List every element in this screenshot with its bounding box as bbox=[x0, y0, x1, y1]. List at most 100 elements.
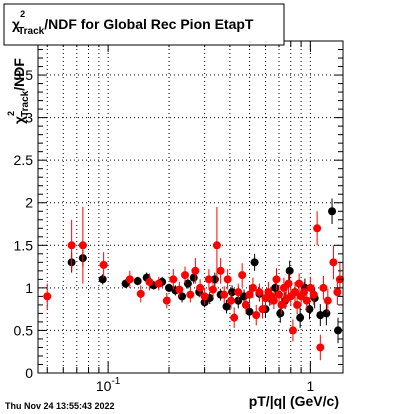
marker bbox=[165, 283, 174, 292]
data-point bbox=[136, 285, 145, 303]
marker bbox=[162, 296, 171, 305]
axis-ticks: 0 0.5 1 1.5 2 2.5 3 3.5 10-1 1 bbox=[14, 41, 343, 394]
marker bbox=[309, 290, 318, 299]
data-point bbox=[255, 283, 264, 301]
marker bbox=[299, 288, 308, 297]
y-tick-label: 0.5 bbox=[14, 322, 34, 338]
data-point bbox=[223, 269, 232, 290]
marker bbox=[223, 275, 232, 284]
marker bbox=[328, 207, 337, 216]
data-point bbox=[220, 286, 229, 304]
marker bbox=[291, 288, 300, 297]
marker bbox=[169, 275, 178, 284]
data-point bbox=[99, 252, 108, 278]
data-point bbox=[309, 284, 318, 305]
marker bbox=[296, 313, 305, 322]
marker bbox=[285, 266, 294, 275]
x-axis-label: pT/|q| (GeV/c) bbox=[249, 393, 339, 409]
y-tick-label: 2 bbox=[25, 195, 33, 211]
data-point bbox=[191, 258, 200, 284]
plot-area bbox=[38, 41, 343, 373]
title-box bbox=[3, 3, 285, 46]
marker bbox=[295, 279, 304, 288]
marker bbox=[276, 309, 285, 318]
marker bbox=[228, 288, 237, 297]
data-point bbox=[125, 270, 134, 288]
data-point bbox=[328, 198, 337, 225]
marker bbox=[212, 241, 221, 250]
data-point bbox=[181, 266, 190, 284]
marker bbox=[222, 302, 231, 311]
data-points bbox=[43, 198, 344, 361]
marker bbox=[99, 260, 108, 269]
y-tick-label: 0 bbox=[25, 365, 33, 381]
marker bbox=[271, 283, 280, 292]
data-point bbox=[216, 258, 225, 284]
y-tick-label: 1.5 bbox=[14, 237, 34, 253]
marker bbox=[313, 224, 322, 233]
data-point bbox=[200, 287, 209, 305]
marker bbox=[226, 296, 235, 305]
data-point bbox=[277, 295, 286, 315]
y-tick-label: 3.5 bbox=[14, 67, 34, 83]
marker bbox=[255, 288, 264, 297]
marker bbox=[154, 279, 163, 288]
data-point bbox=[313, 211, 322, 246]
marker bbox=[43, 292, 52, 301]
marker bbox=[186, 290, 195, 299]
marker bbox=[200, 292, 209, 301]
data-point bbox=[302, 290, 311, 311]
marker bbox=[136, 289, 145, 298]
marker bbox=[204, 275, 213, 284]
data-point bbox=[329, 245, 338, 280]
marker bbox=[78, 241, 87, 250]
chart-title: χ2 Track/NDF for Global Rec Pion EtapT bbox=[12, 9, 254, 37]
y-tick-label: 3 bbox=[25, 110, 33, 126]
x-tick-label: 1 bbox=[306, 378, 314, 394]
data-point bbox=[296, 307, 305, 328]
data-point bbox=[293, 295, 302, 315]
marker bbox=[316, 311, 325, 320]
marker bbox=[333, 288, 342, 297]
data-point bbox=[228, 285, 237, 299]
data-point bbox=[169, 269, 178, 290]
data-point bbox=[67, 219, 76, 271]
marker bbox=[125, 275, 134, 284]
data-point bbox=[204, 269, 213, 290]
data-point bbox=[272, 268, 281, 291]
marker bbox=[196, 283, 205, 292]
marker bbox=[181, 271, 190, 280]
data-point bbox=[248, 277, 257, 299]
data-point bbox=[43, 283, 52, 310]
marker bbox=[191, 266, 200, 275]
data-point bbox=[316, 334, 325, 361]
marker bbox=[133, 277, 142, 286]
data-point bbox=[162, 292, 171, 309]
marker bbox=[189, 273, 198, 282]
marker bbox=[98, 275, 107, 284]
marker bbox=[306, 283, 315, 292]
data-point bbox=[295, 273, 304, 294]
marker bbox=[272, 275, 281, 284]
marker bbox=[322, 309, 331, 318]
data-point bbox=[258, 299, 267, 319]
data-point bbox=[175, 281, 184, 298]
x-tick-label: 10-1 bbox=[96, 376, 121, 394]
data-point bbox=[154, 276, 163, 291]
data-point bbox=[78, 207, 87, 284]
data-point bbox=[252, 304, 261, 326]
marker bbox=[175, 285, 184, 294]
marker bbox=[329, 258, 338, 267]
marker bbox=[67, 241, 76, 250]
data-point bbox=[269, 292, 278, 310]
marker bbox=[245, 307, 254, 316]
data-point bbox=[288, 319, 297, 342]
data-point bbox=[291, 281, 300, 303]
marker bbox=[178, 292, 187, 301]
data-point bbox=[165, 283, 174, 293]
marker bbox=[241, 300, 250, 309]
data-point bbox=[226, 292, 235, 310]
data-point bbox=[98, 274, 107, 285]
marker bbox=[269, 296, 278, 305]
